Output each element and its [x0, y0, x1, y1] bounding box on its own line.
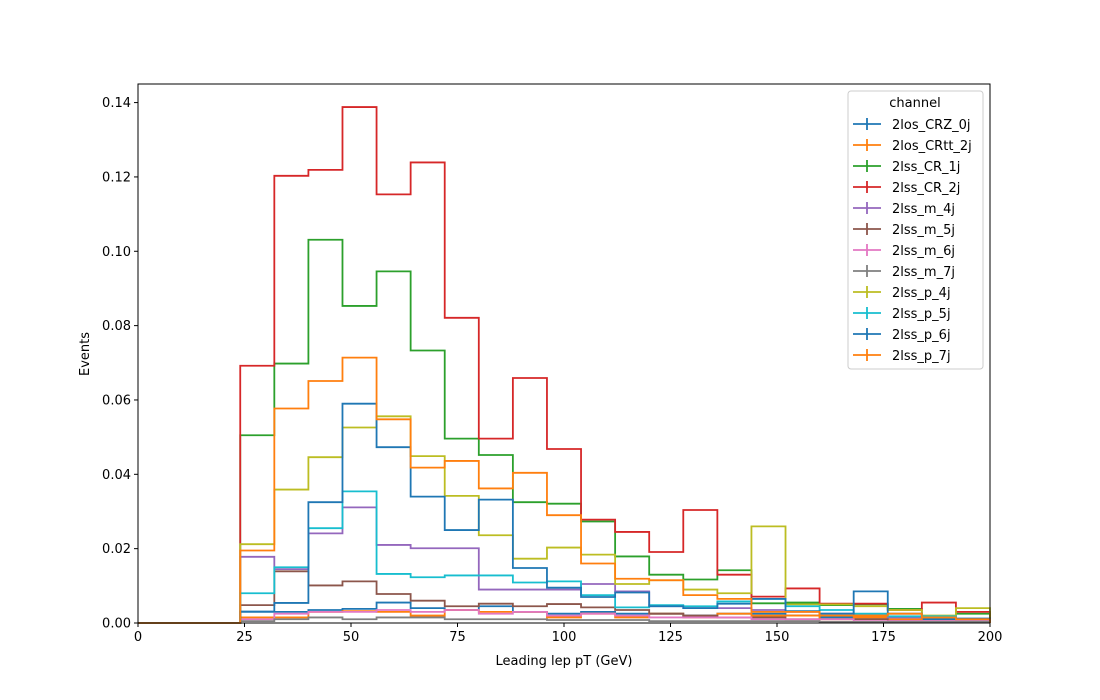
x-axis-label: Leading lep pT (GeV) — [496, 654, 633, 669]
y-axis: 0.00 0.02 0.04 0.06 0.08 0.10 0.12 0.14 — [102, 96, 138, 632]
legend-label: 2lss_m_7j — [892, 265, 955, 280]
legend-entry-2lss_p_7j: 2lss_p_7j — [853, 349, 951, 364]
legend-label: 2lss_CR_2j — [892, 181, 960, 196]
series-layer — [138, 106, 991, 624]
legend-entry-2lss_CR_1j: 2lss_CR_1j — [853, 160, 960, 175]
legend-label: 2lss_m_4j — [892, 202, 955, 217]
legend-label: 2los_CRtt_2j — [892, 139, 972, 154]
y-tick-label: 0.08 — [102, 319, 131, 334]
y-tick-label: 0.00 — [102, 617, 131, 632]
series-line-2lss_m_7j — [138, 616, 991, 624]
legend-label: 2lss_p_6j — [892, 328, 951, 343]
legend-entry-2lss_p_6j: 2lss_p_6j — [853, 328, 951, 343]
x-tick-label: 125 — [658, 630, 683, 645]
legend-box — [847, 90, 984, 370]
y-tick-label: 0.12 — [102, 170, 131, 185]
legend: channel 2los_CRZ_0j 2los_CRtt_2j 2lss_CR_1… — [847, 90, 984, 370]
legend-entry-2lss_m_4j: 2lss_m_4j — [853, 202, 955, 217]
y-tick-label: 0.06 — [102, 393, 131, 408]
legend-entry-2lss_m_7j: 2lss_m_7j — [853, 265, 955, 280]
legend-entry-2lss_CR_2j: 2lss_CR_2j — [853, 181, 960, 196]
x-axis: 0 25 50 75 100 125 150 175 200 — [134, 623, 1003, 645]
x-tick-label: 75 — [449, 630, 466, 645]
x-tick-label: 0 — [134, 630, 142, 645]
legend-entry-2lss_m_6j: 2lss_m_6j — [853, 244, 955, 259]
series-line-2lss_CR_2j — [138, 106, 991, 624]
x-tick-label: 100 — [552, 630, 577, 645]
x-tick-label: 150 — [765, 630, 790, 645]
legend-label: 2lss_p_4j — [892, 286, 951, 301]
legend-title: channel — [889, 96, 940, 111]
series-line-2lss_m_6j — [138, 609, 991, 624]
series-line-2lss_p_7j — [138, 356, 991, 624]
legend-entry-2los_CRtt_2j: 2los_CRtt_2j — [853, 139, 972, 154]
legend-label: 2lss_m_6j — [892, 244, 955, 259]
legend-entries: 2los_CRZ_0j 2los_CRtt_2j 2lss_CR_1j 2lss_CR… — [853, 118, 972, 364]
legend-label: 2lss_m_5j — [892, 223, 955, 238]
x-tick-label: 25 — [236, 630, 253, 645]
series-line-2lss_p_6j — [138, 402, 991, 624]
legend-label: 2lss_p_5j — [892, 307, 951, 322]
legend-label: 2lss_p_7j — [892, 349, 951, 364]
legend-label: 2lss_CR_1j — [892, 160, 960, 175]
x-tick-label: 50 — [343, 630, 360, 645]
x-tick-label: 200 — [978, 630, 1003, 645]
legend-entry-2lss_m_5j: 2lss_m_5j — [853, 223, 955, 238]
legend-entry-2lss_p_5j: 2lss_p_5j — [853, 307, 951, 322]
y-axis-label: Events — [78, 332, 93, 376]
y-tick-label: 0.04 — [102, 468, 131, 483]
legend-entry-2los_CRZ_0j: 2los_CRZ_0j — [853, 118, 971, 133]
y-tick-label: 0.14 — [102, 96, 131, 111]
x-tick-label: 175 — [871, 630, 896, 645]
legend-entry-2lss_p_4j: 2lss_p_4j — [853, 286, 951, 301]
y-tick-label: 0.02 — [102, 542, 131, 557]
y-tick-label: 0.10 — [102, 245, 131, 260]
legend-label: 2los_CRZ_0j — [892, 118, 971, 133]
